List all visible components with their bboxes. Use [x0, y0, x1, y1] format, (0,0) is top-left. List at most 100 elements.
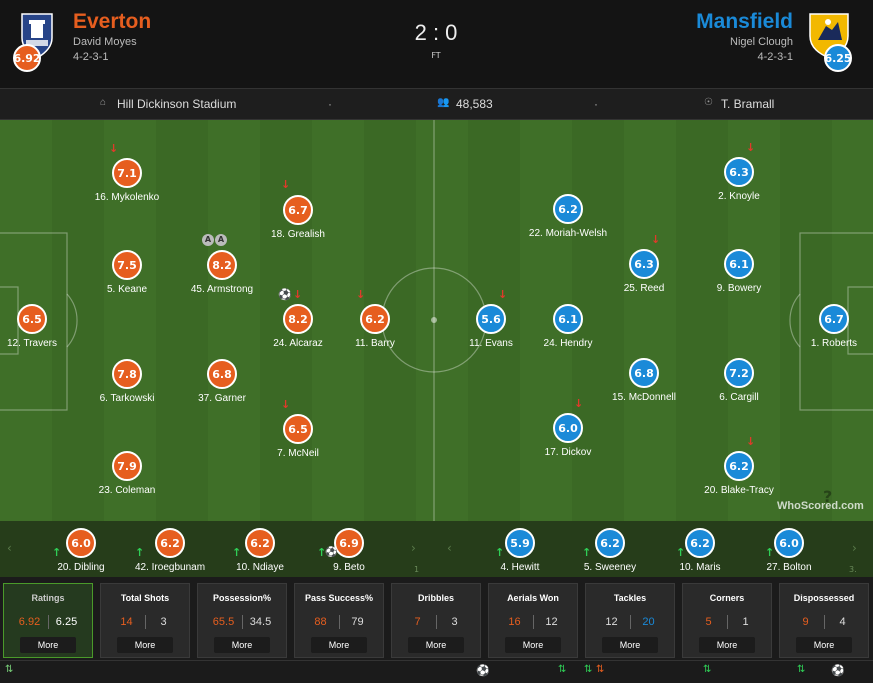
stat-box-total-shots[interactable]: Total Shots 14 3 More: [100, 583, 190, 658]
stat-more-button[interactable]: More: [117, 637, 173, 653]
stat-home-value: 7: [414, 616, 421, 628]
player-name: 11. Barry: [355, 338, 395, 349]
stat-box-dribbles[interactable]: Dribbles 7 3 More: [391, 583, 481, 658]
stat-box-dispossessed[interactable]: Dispossessed 9 4 More: [779, 583, 869, 658]
player-rating: 6.7: [819, 304, 849, 334]
attendance-value: 48,583: [456, 97, 493, 111]
stat-more-button[interactable]: More: [602, 637, 658, 653]
player-marker[interactable]: 6.2 11. Barry: [315, 304, 435, 349]
player-name: 17. Dickov: [544, 447, 592, 458]
player-marker[interactable]: 7.2 6. Cargill: [679, 358, 799, 403]
player-rating: 6.1: [553, 304, 583, 334]
sub-player[interactable]: 6.0 27. Bolton: [729, 528, 849, 573]
player-marker[interactable]: 6.8 15. McDonnell: [584, 358, 704, 403]
player-marker[interactable]: 8.2 24. Alcaraz: [238, 304, 358, 349]
pitch-markings: [0, 120, 873, 521]
stat-more-button[interactable]: More: [20, 637, 76, 653]
stat-box-aerials-won[interactable]: Aerials Won 16 12 More: [488, 583, 578, 658]
chevron-left-icon[interactable]: ‹: [7, 541, 12, 555]
player-marker[interactable]: 6.3 2. Knoyle: [679, 157, 799, 202]
sub-player[interactable]: 6.9 9. Beto: [289, 528, 409, 573]
player-marker[interactable]: 6.0 17. Dickov: [508, 413, 628, 458]
stat-more-button[interactable]: More: [699, 637, 755, 653]
stat-box-ratings[interactable]: Ratings 6.92 6.25 More: [3, 583, 93, 658]
player-marker[interactable]: 6.1 9. Bowery: [679, 249, 799, 294]
stat-divider: [241, 615, 243, 629]
sub-swap-icon: ⇅: [584, 664, 593, 675]
player-marker[interactable]: 6.1 24. Hendry: [508, 304, 628, 349]
player-rating: 5.6: [476, 304, 506, 334]
stat-away-value: 20: [642, 616, 655, 628]
player-name: 16. Mykolenko: [94, 192, 160, 203]
sub-swap-icon: ⇅: [703, 664, 712, 675]
sub-player[interactable]: 6.2 10. Maris: [640, 528, 760, 573]
stat-box-pass-success[interactable]: Pass Success% 88 79 More: [294, 583, 384, 658]
stat-title: Dribbles: [417, 593, 454, 603]
home-manager: David Moyes: [73, 36, 137, 48]
sub-off-arrow-icon: ↓: [498, 288, 508, 301]
stat-away-value: 34.5: [249, 616, 272, 628]
home-team-name[interactable]: Everton: [73, 10, 152, 33]
stat-divider: [823, 615, 825, 629]
player-marker[interactable]: 7.9 23. Coleman: [67, 451, 187, 496]
stat-title: Pass Success%: [304, 593, 374, 603]
stat-more-button[interactable]: More: [505, 637, 561, 653]
chevron-right-icon[interactable]: ›: [852, 541, 857, 555]
sub-off-arrow-icon: ↓: [746, 141, 756, 154]
sub-on-arrow-icon: ↑: [135, 546, 145, 559]
chevron-left-icon[interactable]: ‹: [447, 541, 452, 555]
player-marker[interactable]: 6.5 12. Travers: [0, 304, 92, 349]
player-marker[interactable]: 6.3 25. Reed: [584, 249, 704, 294]
sub-off-arrow-icon: ↓: [281, 178, 291, 191]
sub-off-arrow-icon: ↓: [281, 398, 291, 411]
stat-more-button[interactable]: More: [214, 637, 270, 653]
player-rating: 6.3: [724, 157, 754, 187]
stat-more-button[interactable]: More: [408, 637, 464, 653]
player-name: 6. Tarkowski: [99, 393, 155, 404]
sub-off-arrow-icon: ↓: [109, 142, 119, 155]
player-marker[interactable]: 6.5 7. McNeil: [238, 414, 358, 459]
stat-home-value: 9: [802, 616, 809, 628]
sub-off-arrow-icon: ↓: [746, 435, 756, 448]
sub-rating: 6.2: [155, 528, 185, 558]
sub-player[interactable]: 6.2 10. Ndiaye: [200, 528, 320, 573]
chevron-right-icon[interactable]: ›: [411, 541, 416, 555]
sub-name-partial: 1: [414, 565, 420, 574]
player-marker[interactable]: 7.5 5. Keane: [67, 250, 187, 295]
stat-box-corners[interactable]: Corners 5 1 More: [682, 583, 772, 658]
sub-player[interactable]: 5.9 4. Hewitt: [460, 528, 580, 573]
player-marker[interactable]: 7.1 16. Mykolenko: [67, 158, 187, 203]
player-name: 23. Coleman: [98, 485, 156, 496]
away-team-name[interactable]: Mansfield: [696, 10, 793, 33]
player-name: 25. Reed: [623, 283, 665, 294]
stat-more-button[interactable]: More: [311, 637, 367, 653]
match-header: 6.92 Everton David Moyes 4-2-3-1 2 : 0 F…: [0, 0, 873, 88]
player-marker[interactable]: 6.2 20. Blake-Tracy: [679, 451, 799, 496]
sub-swap-icon: ⇅: [797, 664, 806, 675]
player-marker[interactable]: 6.2 22. Moriah-Welsh: [508, 194, 628, 239]
player-marker[interactable]: 6.8 37. Garner: [162, 359, 282, 404]
player-marker[interactable]: 8.2 45. Armstrong: [162, 250, 282, 295]
player-rating: 6.2: [553, 194, 583, 224]
sub-player[interactable]: 6.2 5. Sweeney: [550, 528, 670, 573]
player-marker[interactable]: 5.6 11. Evans: [431, 304, 551, 349]
player-marker[interactable]: 6.7 18. Grealish: [238, 195, 358, 240]
player-name: 9. Bowery: [716, 283, 762, 294]
sub-player[interactable]: 6.0 20. Dibling: [21, 528, 141, 573]
player-name: 7. McNeil: [277, 448, 319, 459]
player-name: 2. Knoyle: [718, 191, 760, 202]
sub-player[interactable]: 6.2 42. Iroegbunam: [110, 528, 230, 573]
stat-title: Corners: [709, 593, 745, 603]
sub-rating: 6.2: [595, 528, 625, 558]
stat-home-value: 5: [705, 616, 712, 628]
player-marker[interactable]: 6.7 1. Roberts: [774, 304, 873, 349]
stat-box-tackles[interactable]: Tackles 12 20 More: [585, 583, 675, 658]
separator-dot: ·: [594, 97, 598, 111]
stat-box-possession[interactable]: Possession% 65.5 34.5 More: [197, 583, 287, 658]
stat-away-value: 3: [160, 616, 167, 628]
stat-title: Ratings: [31, 593, 65, 603]
stat-more-button[interactable]: More: [796, 637, 852, 653]
sub-off-arrow-icon: ↓: [293, 288, 303, 301]
player-marker[interactable]: 7.8 6. Tarkowski: [67, 359, 187, 404]
sub-rating: 6.2: [245, 528, 275, 558]
